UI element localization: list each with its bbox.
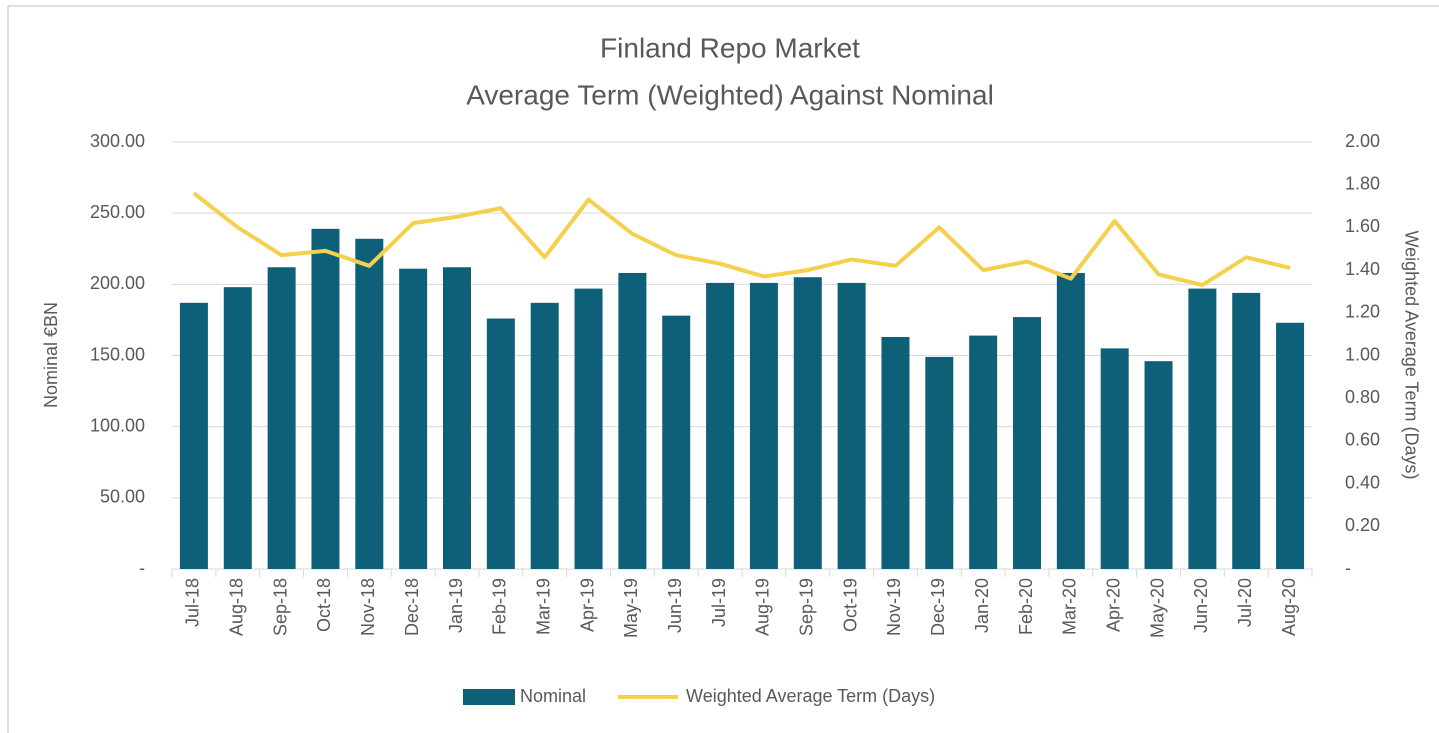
chart-title: Finland Repo Market xyxy=(600,32,860,63)
x-tick-label: Nov-19 xyxy=(884,578,904,636)
x-tick-label: Jan-20 xyxy=(972,578,992,633)
x-tick-label: Aug-18 xyxy=(227,578,247,636)
x-tick-label: Nov-18 xyxy=(358,578,378,636)
x-tick-label: Apr-19 xyxy=(577,578,597,632)
x-tick-label: Mar-20 xyxy=(1060,578,1080,635)
bar xyxy=(355,238,384,569)
bar xyxy=(881,336,910,569)
bar xyxy=(1232,292,1261,569)
chart-subtitle: Average Term (Weighted) Against Nominal xyxy=(466,79,994,110)
x-tick-label: Jun-20 xyxy=(1191,578,1211,633)
x-tick-label: Aug-20 xyxy=(1279,578,1299,636)
bar xyxy=(486,318,515,569)
y-tick-label: 250.00 xyxy=(90,202,145,222)
x-tick-label: Jul-18 xyxy=(183,578,203,627)
y2-tick-label: 0.60 xyxy=(1345,430,1380,450)
x-tick-label: Sep-18 xyxy=(270,578,290,636)
x-tick-label: Oct-18 xyxy=(314,578,334,632)
bar xyxy=(969,335,998,569)
x-tick-label: Jul-19 xyxy=(709,578,729,627)
bar xyxy=(793,277,822,569)
y-axis-label: Nominal €BN xyxy=(41,302,61,408)
y2-tick-label: 1.60 xyxy=(1345,216,1380,236)
bar xyxy=(1013,317,1041,569)
bar xyxy=(618,272,647,569)
y2-tick-label: 1.40 xyxy=(1345,259,1380,279)
bar xyxy=(1144,361,1173,569)
x-tick-label: Jun-19 xyxy=(665,578,685,633)
bar xyxy=(1100,348,1129,569)
legend-label: Weighted Average Term (Days) xyxy=(686,686,935,706)
y2-axis-label: Weighted Average Term (Days) xyxy=(1401,230,1421,479)
legend-swatch xyxy=(463,689,515,705)
bar xyxy=(1056,272,1085,569)
bar xyxy=(443,267,471,569)
bar xyxy=(179,302,208,569)
x-tick-label: Jan-19 xyxy=(446,578,466,633)
y-tick-label: 100.00 xyxy=(90,415,145,435)
bar xyxy=(530,302,559,569)
x-tick-label: Dec-19 xyxy=(928,578,948,636)
y2-tick-label: 2.00 xyxy=(1345,131,1380,151)
y2-tick-label: 1.00 xyxy=(1345,344,1380,364)
bar xyxy=(837,282,866,569)
bar xyxy=(662,315,691,569)
y-tick-label: 150.00 xyxy=(90,344,145,364)
x-tick-label: Aug-19 xyxy=(753,578,773,636)
y2-tick-label: 1.80 xyxy=(1345,173,1380,193)
x-tick-label: Feb-20 xyxy=(1016,578,1036,635)
y2-tick-label: - xyxy=(1345,558,1351,578)
bar xyxy=(399,268,428,569)
bar xyxy=(267,267,296,569)
bar xyxy=(749,282,778,569)
y2-tick-label: 0.20 xyxy=(1345,515,1380,535)
x-tick-label: May-19 xyxy=(621,578,641,638)
bar xyxy=(223,287,252,569)
x-tick-label: Feb-19 xyxy=(490,578,510,635)
x-tick-label: Oct-19 xyxy=(840,578,860,632)
line xyxy=(192,191,1291,288)
bar xyxy=(574,288,603,569)
y-tick-label: 50.00 xyxy=(100,487,145,507)
bar xyxy=(1188,288,1217,569)
y2-tick-label: 0.40 xyxy=(1345,472,1380,492)
x-tick-label: May-20 xyxy=(1147,578,1167,638)
legend-label: Nominal xyxy=(520,686,586,706)
bar xyxy=(925,356,954,569)
x-tick-label: Mar-19 xyxy=(533,578,553,635)
y-tick-label: 300.00 xyxy=(90,131,145,151)
x-tick-label: Apr-20 xyxy=(1103,578,1123,632)
bar xyxy=(1276,322,1305,569)
x-tick-label: Sep-19 xyxy=(797,578,817,636)
x-tick-label: Dec-18 xyxy=(402,578,422,636)
y-tick-label: - xyxy=(139,558,145,578)
x-tick-label: Jul-20 xyxy=(1235,578,1255,627)
bar xyxy=(311,228,340,569)
bar xyxy=(706,282,735,569)
y2-tick-label: 1.20 xyxy=(1345,302,1380,322)
y2-tick-label: 0.80 xyxy=(1345,387,1380,407)
y-tick-label: 200.00 xyxy=(90,273,145,293)
